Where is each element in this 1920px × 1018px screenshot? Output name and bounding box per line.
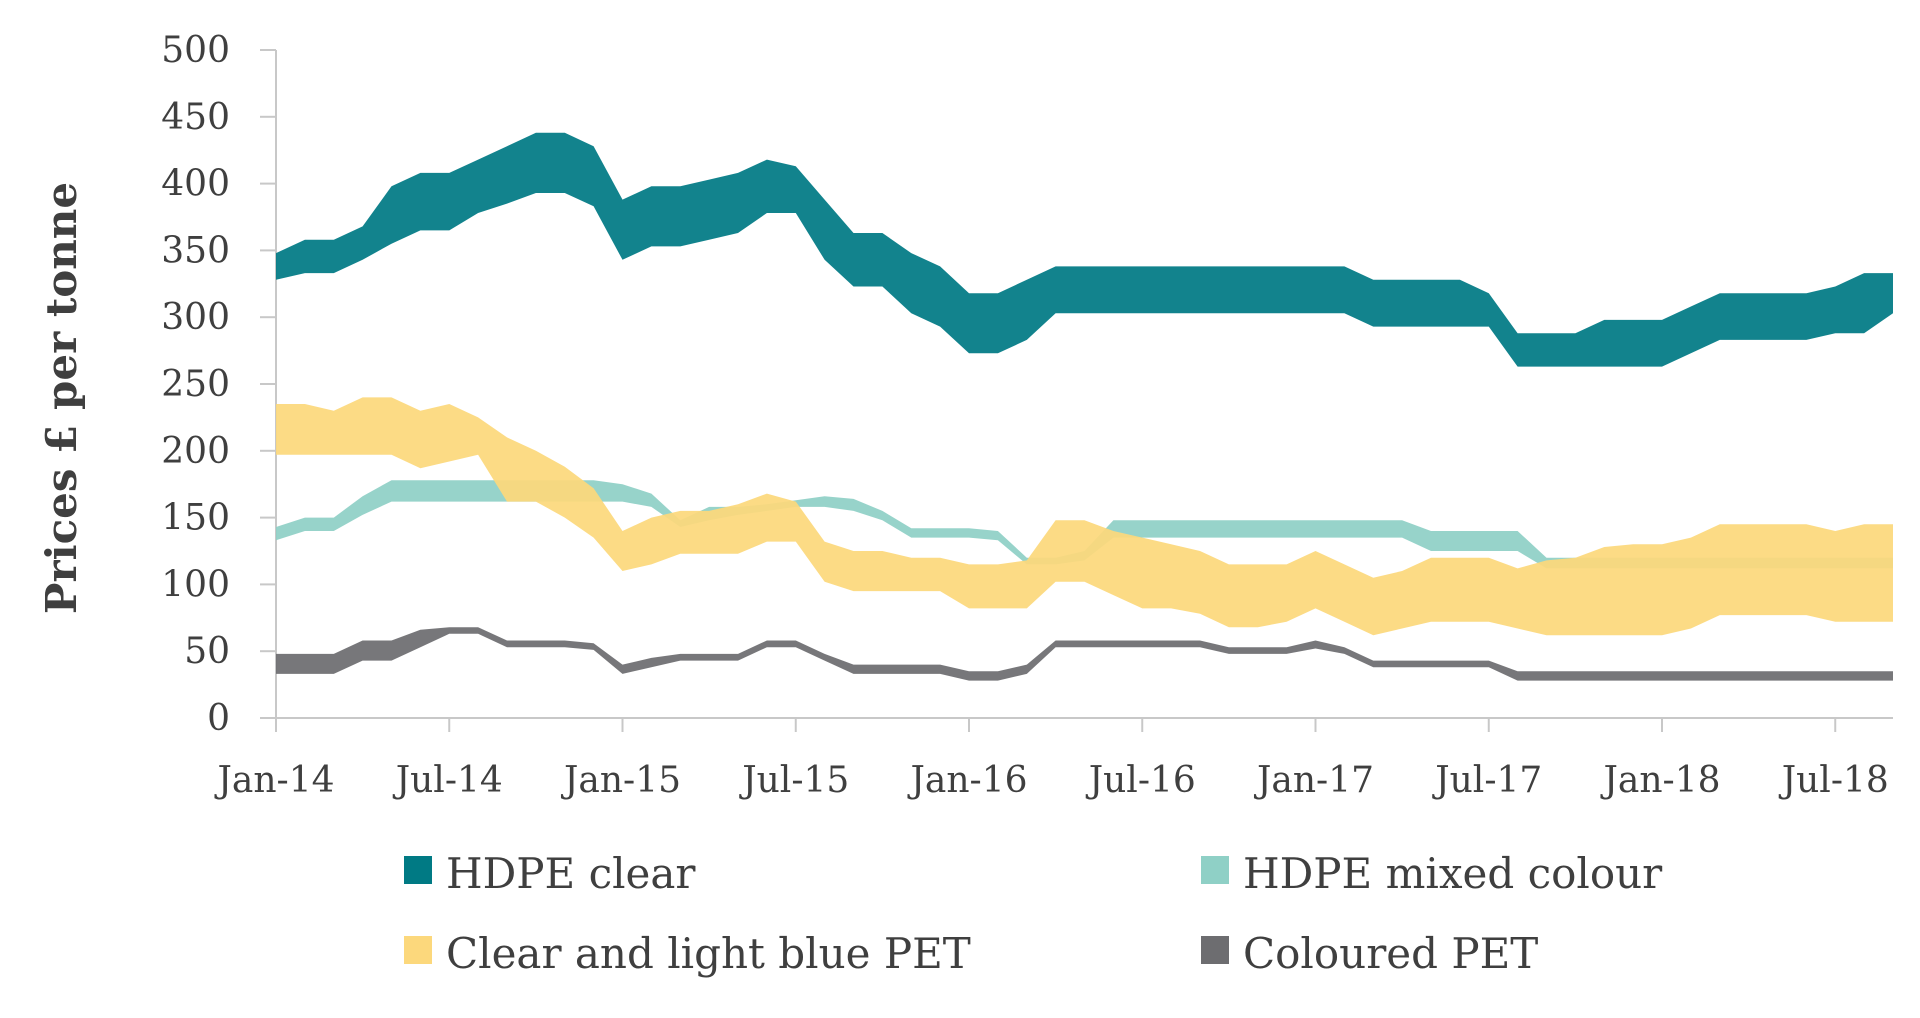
legend-label: Coloured PET — [1243, 929, 1538, 978]
y-tick-label: 100 — [161, 564, 230, 605]
x-tick-label: Jul-15 — [738, 760, 849, 801]
legend-item-hdpe-clear: HDPE clear — [404, 849, 696, 898]
y-tick-label: 50 — [184, 631, 230, 672]
legend-label: HDPE mixed colour — [1243, 849, 1663, 898]
y-tick-label: 350 — [161, 230, 230, 271]
legend-item-clear-and-light-blue-pet: Clear and light blue PET — [404, 929, 971, 978]
x-tick-label: Jan-14 — [213, 760, 334, 801]
y-tick-label: 400 — [161, 164, 230, 205]
y-tick-label: 300 — [161, 297, 230, 338]
y-axis: 0 50 100 150 200 250 300 350 400 450 500 — [161, 30, 277, 739]
legend-label: HDPE clear — [446, 849, 696, 898]
x-tick-label: Jul-17 — [1431, 760, 1542, 801]
legend-item-coloured-pet: Coloured PET — [1201, 929, 1538, 978]
x-tick-label: Jan-17 — [1253, 760, 1374, 801]
band-hdpe-mixed-colour — [276, 480, 1893, 569]
legend-swatch — [404, 856, 432, 884]
x-tick-label: Jul-14 — [392, 760, 503, 801]
y-tick-label: 500 — [161, 30, 230, 71]
x-tick-label: Jan-15 — [560, 760, 681, 801]
x-tick-label: Jul-16 — [1085, 760, 1196, 801]
band-coloured-pet — [276, 627, 1893, 681]
band-clear-and-light-blue-pet — [276, 397, 1893, 636]
legend-swatch — [404, 936, 432, 964]
y-tick-label: 250 — [161, 364, 230, 405]
band-hdpe-clear — [276, 132, 1893, 367]
legend-swatch — [1201, 936, 1229, 964]
legend: HDPE clear HDPE mixed colour Clear and lig… — [404, 849, 1663, 978]
x-tick-label: Jan-18 — [1599, 760, 1720, 801]
y-tick-label: 150 — [161, 498, 230, 539]
legend-item-hdpe-mixed-colour: HDPE mixed colour — [1201, 849, 1663, 898]
legend-label: Clear and light blue PET — [446, 929, 971, 978]
x-axis: Jan-14 Jul-14 Jan-15 Jul-15 Jan-16 Jul-16 Jan-… — [213, 717, 1893, 801]
x-tick-label: Jul-18 — [1778, 760, 1889, 801]
x-tick-label: Jan-16 — [906, 760, 1027, 801]
y-tick-label: 0 — [207, 698, 230, 739]
y-axis-title: Prices £ per tonne — [37, 182, 86, 614]
y-tick-label: 200 — [161, 431, 230, 472]
plot-area — [276, 132, 1893, 681]
y-tick-label: 450 — [161, 97, 230, 138]
legend-swatch — [1201, 856, 1229, 884]
